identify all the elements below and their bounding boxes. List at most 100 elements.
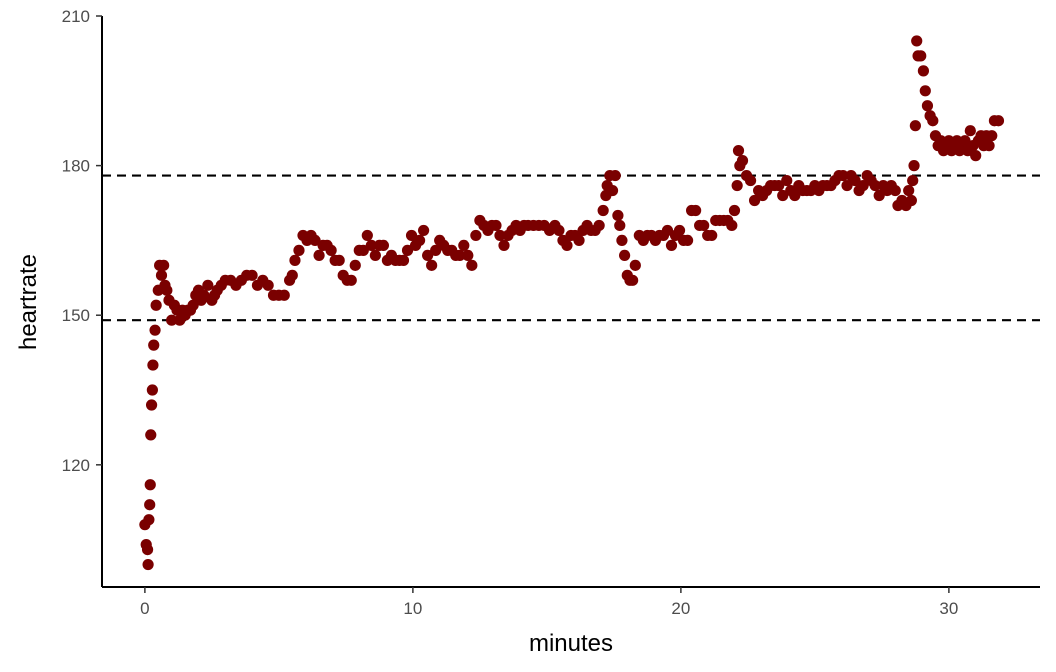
data-point [144,499,156,511]
data-point [198,289,210,301]
data-point [333,254,345,266]
data-point [357,244,369,256]
data-point [665,239,678,251]
data-point [150,299,162,311]
reference-lines [102,174,1040,322]
data-point [732,145,745,157]
data-point [148,339,160,351]
data-point [418,224,430,237]
data-point [908,160,920,172]
data-point [789,189,801,202]
data-point [964,125,976,137]
data-point [413,234,426,247]
data-point [470,229,482,242]
data-point [426,259,438,271]
data-point [849,174,861,187]
data-point [141,543,154,556]
data-point [573,234,585,247]
data-point [857,179,869,192]
data-point [983,140,995,152]
data-point [911,35,923,47]
data-point [777,189,789,202]
data-points [139,35,1005,571]
data-point [927,115,939,127]
data-point [597,204,609,217]
data-point [458,239,470,251]
data-point [286,269,298,281]
data-point [278,289,290,301]
data-point [609,169,621,182]
data-point [349,259,361,271]
data-point [430,244,442,256]
data-point [369,249,381,261]
data-point [325,244,337,256]
data-point [706,229,718,242]
data-point [155,269,168,281]
data-point [773,179,785,192]
data-point [309,234,321,247]
x-axis-title: minutes [529,630,613,657]
data-point [401,244,414,256]
x-tick-label: 0 [140,599,149,618]
y-tick-label: 120 [62,456,90,475]
x-axis-ticks: 0 10 20 30 [140,587,958,618]
data-point [841,179,853,192]
data-point [553,224,565,237]
data-point [681,234,694,247]
data-point [365,239,377,251]
data-point [673,224,686,237]
data-point [970,150,982,162]
data-point [748,194,761,207]
data-point [422,249,434,261]
data-point [905,194,917,207]
data-point [593,219,605,232]
data-point [145,429,157,441]
data-point [498,239,510,251]
data-point [728,204,741,217]
data-point [454,249,466,261]
data-point [986,130,998,142]
data-point [726,219,738,232]
data-point [145,399,158,411]
x-tick-label: 10 [403,599,422,618]
data-point [661,224,674,237]
data-point [149,324,161,336]
data-point [158,259,170,271]
data-point [959,135,971,147]
data-point [919,85,931,97]
data-point [736,155,749,167]
data-point [494,229,506,242]
data-point [397,254,410,266]
data-point [909,120,921,132]
data-point [187,299,199,311]
data-point [873,189,885,202]
data-point [903,184,915,197]
data-point [293,244,305,256]
data-point [166,314,178,326]
data-point [146,384,158,396]
data-point [142,558,154,571]
data-point [289,254,301,266]
data-point [262,279,274,291]
data-point [781,174,793,187]
x-tick-label: 30 [939,599,958,618]
data-point [915,50,927,62]
data-point [744,174,757,187]
data-point [462,249,474,261]
data-point [619,249,631,261]
data-point [161,284,173,296]
data-point [690,204,702,217]
data-point [698,219,710,232]
y-tick-label: 180 [62,157,90,176]
data-point [616,234,628,247]
axes [101,16,1040,588]
data-point [992,115,1005,127]
data-point [612,209,624,222]
data-point [907,174,919,187]
y-axis-title: heartrate [15,254,42,350]
data-point [361,229,373,242]
data-point [627,274,639,286]
data-point [921,100,934,112]
data-point [731,179,743,192]
